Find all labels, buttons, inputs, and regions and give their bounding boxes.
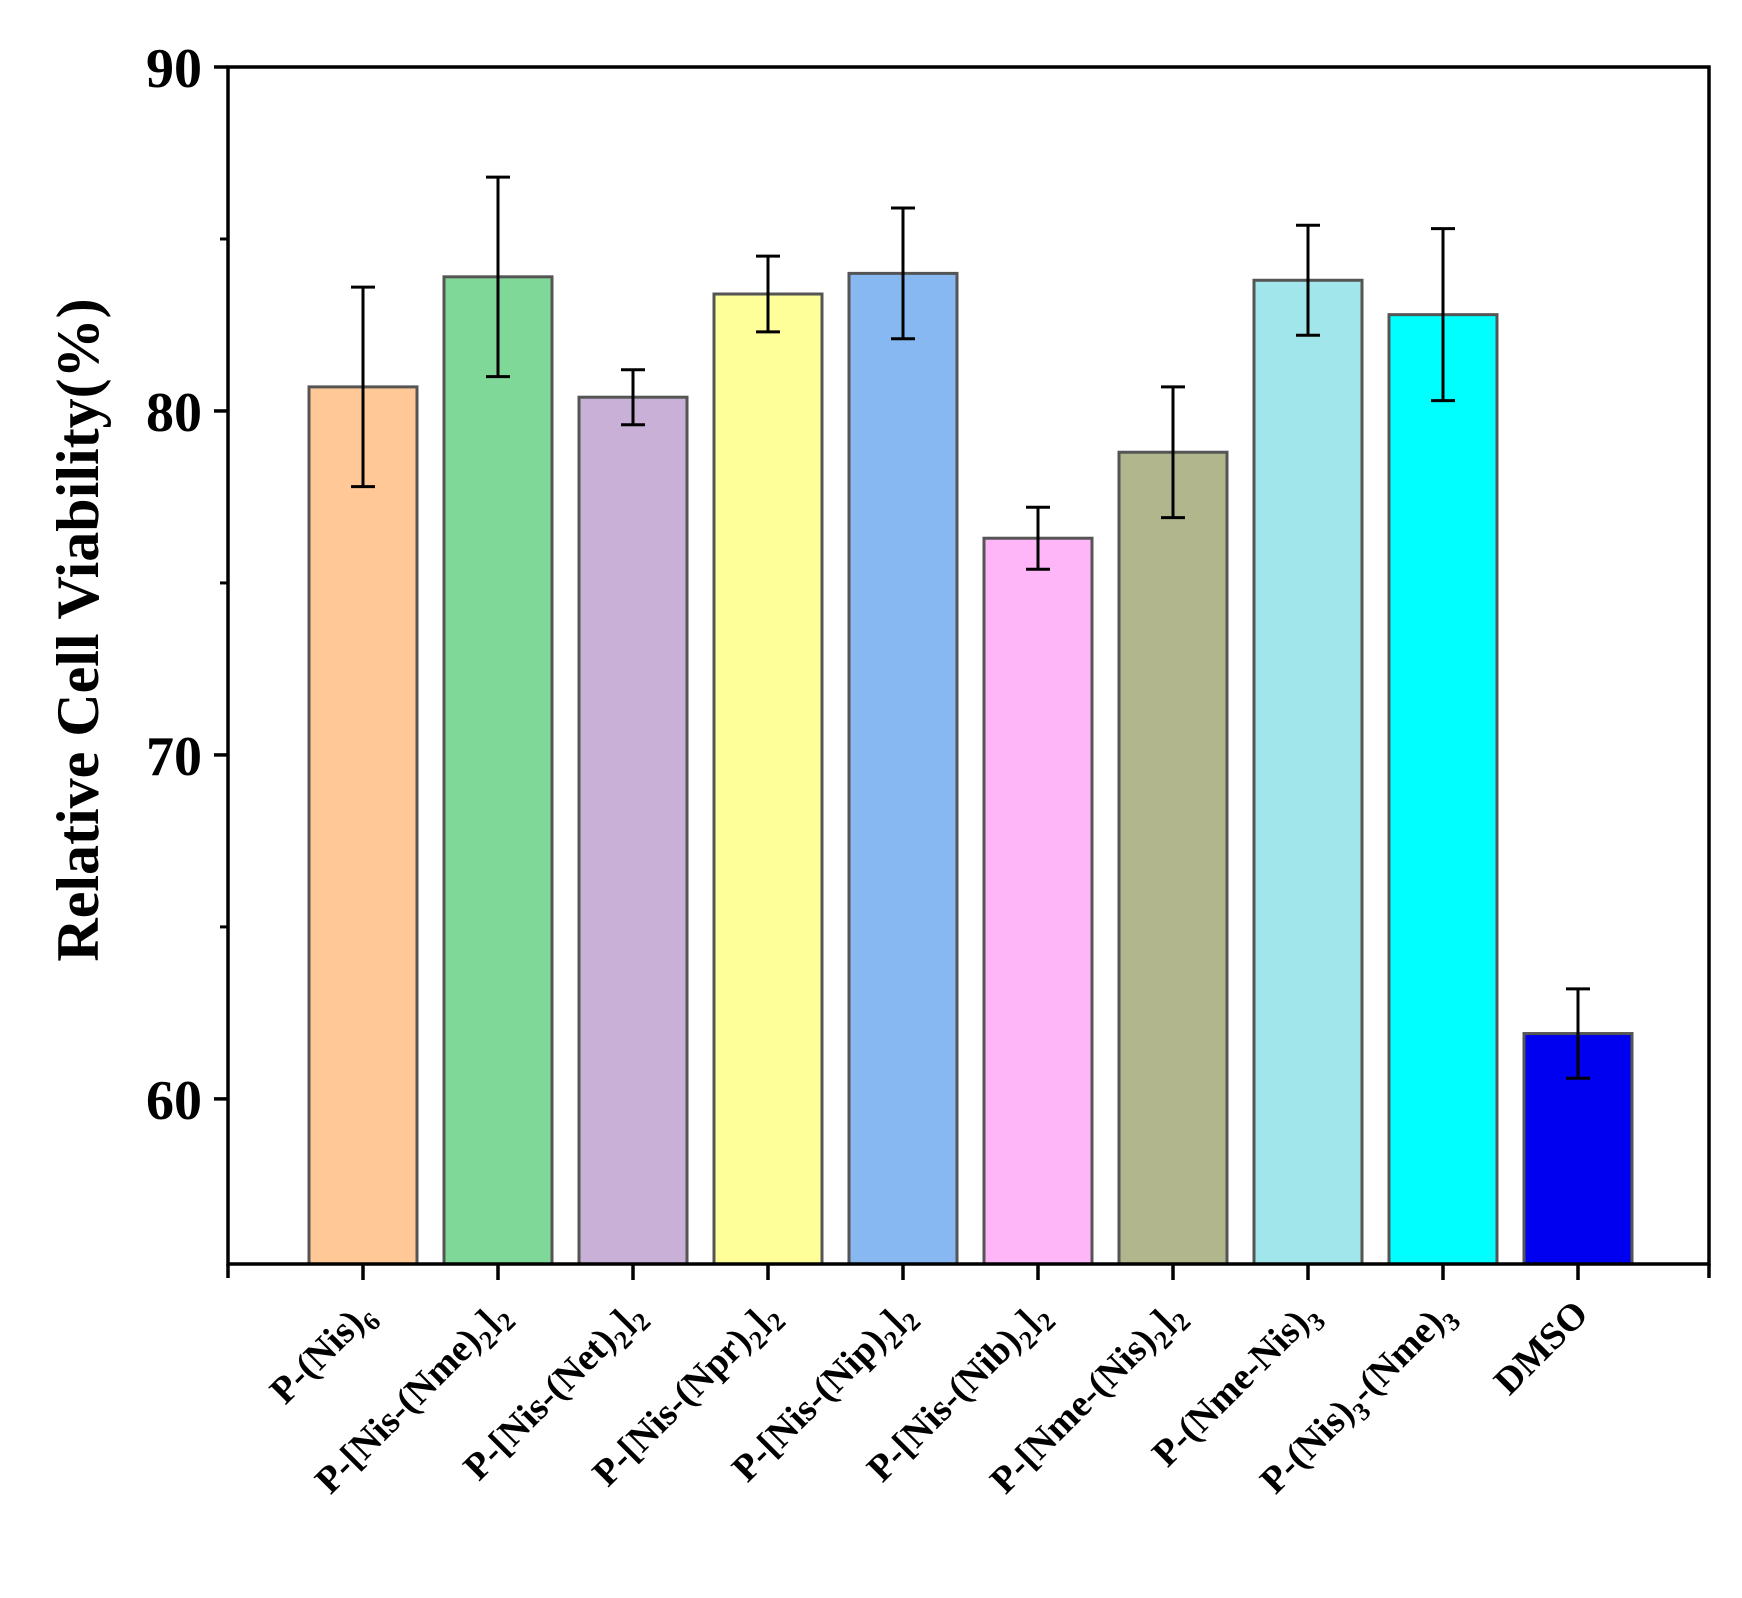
bar: [1387, 313, 1499, 1266]
y-tick-label: 60: [146, 1070, 202, 1132]
error-bar: [891, 206, 915, 341]
bar: [1117, 450, 1229, 1266]
error-bars-group: [351, 175, 1590, 1080]
y-tick-label: 90: [146, 38, 202, 100]
bar: [442, 275, 554, 1266]
error-bar: [1026, 505, 1050, 571]
y-ticks-group: 60 70 80 90: [146, 38, 228, 1132]
bar: [577, 395, 689, 1266]
y-axis-label: Relative Cell Viability(%): [45, 298, 111, 961]
bar: [1252, 278, 1364, 1266]
y-tick-label: 80: [146, 382, 202, 444]
x-tick-label: DMSO: [1486, 1293, 1596, 1403]
x-tick-label: P-(Nis)6: [262, 1293, 386, 1417]
plot-frame: [226, 65, 1711, 1266]
axes-group: [226, 65, 1711, 1266]
error-bar: [621, 368, 645, 427]
error-bar: [1566, 987, 1590, 1080]
bar: [982, 536, 1094, 1266]
bar: [712, 292, 824, 1266]
bar: [847, 271, 959, 1266]
error-bar: [756, 254, 780, 334]
x-ticks-group: P-(Nis)6P-[Nis-(Nme)2]2P-[Nis-(Net)2]2P-…: [226, 1264, 1711, 1507]
error-bar: [1431, 227, 1455, 403]
y-tick-label: 70: [146, 726, 202, 788]
error-bar: [486, 175, 510, 379]
x-tick-label: P-[Nme-(Nis)2]2: [982, 1293, 1196, 1507]
error-bar: [1296, 223, 1320, 337]
error-bar: [351, 285, 375, 489]
bars-group: [307, 271, 1634, 1266]
error-bar: [1161, 385, 1185, 520]
bar: [307, 385, 419, 1266]
